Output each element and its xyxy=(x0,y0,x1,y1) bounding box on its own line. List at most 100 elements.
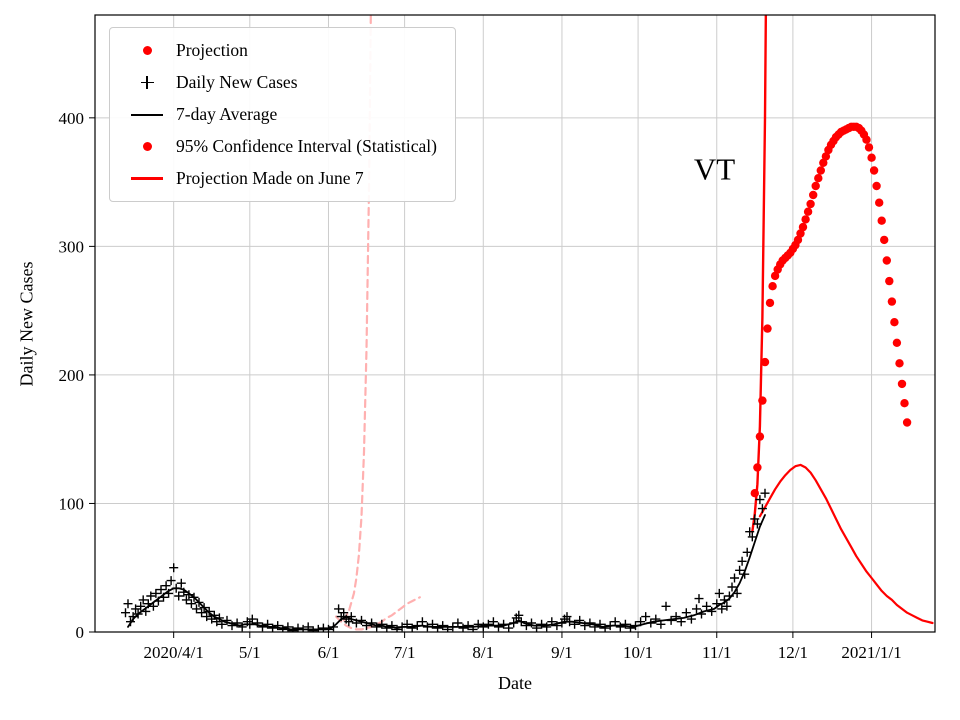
plus-marker xyxy=(171,583,181,593)
plus-marker xyxy=(590,622,600,632)
plus-marker xyxy=(600,623,610,632)
plus-marker xyxy=(422,622,432,632)
plus-marker xyxy=(176,578,186,588)
plus-marker xyxy=(392,624,402,632)
plus-marker xyxy=(298,624,308,632)
plus-marker xyxy=(151,588,161,598)
red-dot-icon xyxy=(142,142,152,151)
plus-marker xyxy=(128,612,138,622)
plus-marker xyxy=(141,606,151,616)
projection-dot xyxy=(760,357,770,367)
projection-dot xyxy=(872,181,881,191)
plus-marker xyxy=(192,604,201,614)
plus-marker xyxy=(750,514,760,524)
plus-marker xyxy=(671,612,681,622)
plus-marker xyxy=(288,626,298,632)
projection-dot xyxy=(821,152,831,161)
plus-marker xyxy=(717,604,727,614)
plus-marker xyxy=(283,622,293,632)
plus-marker xyxy=(714,588,724,598)
series-june7-ci-lower xyxy=(335,596,421,631)
x-axis-label: Date xyxy=(498,673,532,693)
plus-marker xyxy=(362,621,371,631)
plus-marker xyxy=(448,622,458,632)
plus-marker xyxy=(661,601,671,611)
plus-marker xyxy=(303,622,313,632)
x-tick-label: 8/1 xyxy=(472,643,494,662)
legend-item-june7-projection: Projection Made on June 7 xyxy=(118,164,437,193)
legend-item-label: Daily New Cases xyxy=(176,72,298,92)
plus-marker xyxy=(605,621,615,631)
projection-dot xyxy=(892,338,902,347)
plus-marker xyxy=(268,623,278,632)
plus-marker xyxy=(179,587,189,597)
plus-marker xyxy=(126,617,135,627)
projection-dot xyxy=(796,229,805,238)
legend-item-confidence-interval: 95% Confidence Interval (Statistical) xyxy=(118,132,437,161)
plus-marker xyxy=(499,619,509,629)
plus-marker xyxy=(552,621,562,631)
projection-dot xyxy=(885,276,894,286)
plus-marker xyxy=(752,519,762,529)
plus-marker xyxy=(646,618,656,628)
plus-marker xyxy=(308,626,318,632)
legend-item-projection: Projection xyxy=(118,36,437,65)
x-tick-label: 6/1 xyxy=(318,643,340,662)
plus-marker xyxy=(694,594,704,604)
plus-marker xyxy=(387,621,397,631)
plus-marker xyxy=(478,622,488,632)
projection-dot xyxy=(887,297,897,306)
plus-marker xyxy=(367,618,377,628)
plus-marker xyxy=(329,622,338,632)
plus-marker xyxy=(204,606,214,616)
plus-marker xyxy=(197,608,207,618)
legend-marker-cell xyxy=(118,46,176,55)
red-dot-icon xyxy=(142,46,152,55)
plus-marker xyxy=(153,596,163,606)
plus-marker xyxy=(263,619,273,629)
plus-marker xyxy=(676,617,686,627)
plus-marker xyxy=(537,619,547,629)
plus-marker xyxy=(252,618,262,628)
series-projection-dots xyxy=(750,122,912,498)
projection-dot xyxy=(890,318,899,327)
projection-dot xyxy=(758,396,767,405)
plus-marker xyxy=(615,622,625,632)
state-annotation-vt: VT xyxy=(694,152,735,187)
plus-marker xyxy=(402,619,412,629)
plus-marker xyxy=(468,624,478,632)
projection-dot xyxy=(811,181,820,191)
plus-marker xyxy=(159,592,168,602)
projection-dot xyxy=(793,235,803,245)
plus-marker xyxy=(702,601,712,611)
plus-marker xyxy=(651,614,661,624)
plus-marker xyxy=(417,617,427,627)
plus-marker xyxy=(397,622,407,632)
plus-marker xyxy=(757,504,767,514)
plus-marker xyxy=(318,623,328,632)
legend-marker-cell xyxy=(118,142,176,151)
plus-marker xyxy=(473,619,483,629)
projection-dot xyxy=(750,489,759,498)
plus-marker xyxy=(521,621,531,631)
plus-marker xyxy=(681,608,691,618)
plus-marker xyxy=(516,617,526,627)
projection-dot xyxy=(819,158,828,167)
plus-marker xyxy=(133,609,143,619)
plus-marker xyxy=(222,615,232,625)
projection-dot xyxy=(882,256,891,265)
plus-marker xyxy=(156,585,166,595)
legend-marker-cell xyxy=(118,113,176,116)
plot-frame xyxy=(94,14,936,633)
plus-marker xyxy=(443,624,453,632)
projection-dot xyxy=(816,166,825,175)
plus-marker xyxy=(712,599,722,609)
plus-marker xyxy=(656,619,666,629)
projection-dot xyxy=(900,399,909,408)
projection-dot xyxy=(895,359,904,368)
plus-marker xyxy=(169,563,179,573)
plus-marker xyxy=(565,617,575,627)
plus-marker xyxy=(174,591,184,601)
plus-marker xyxy=(509,618,519,628)
